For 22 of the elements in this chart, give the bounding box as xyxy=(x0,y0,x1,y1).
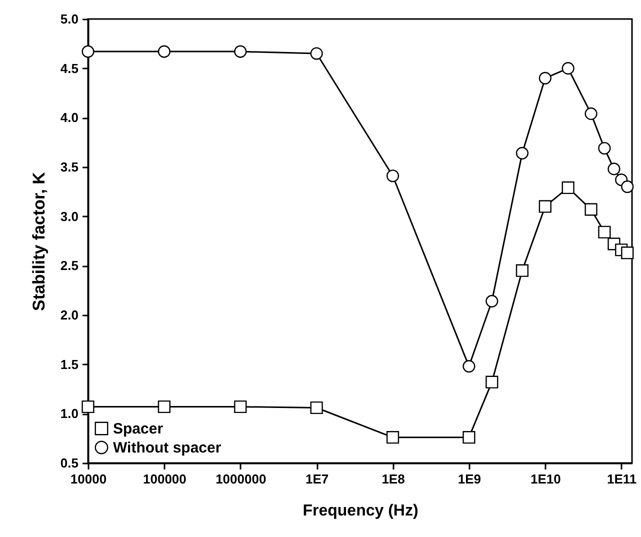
y-axis-title: Stability factor, K xyxy=(29,171,48,311)
y-tick-label: 3.5 xyxy=(60,160,78,174)
y-tick-label: 1.5 xyxy=(60,356,78,372)
y-tick-label: 3.0 xyxy=(60,208,78,224)
y-tick-label: 2.5 xyxy=(60,258,78,274)
x-tick-label: 1E7 xyxy=(306,472,329,486)
y-tick-label: 1.0 xyxy=(60,406,78,422)
x-tick-label: 100000 xyxy=(142,472,186,486)
y-tick-label: 4.0 xyxy=(60,110,78,126)
y-tick-label: 5.0 xyxy=(60,12,78,26)
x-axis-title: Frequency (Hz) xyxy=(302,502,418,520)
x-tick-label: 1000000 xyxy=(216,472,266,486)
y-tick-label: 0.5 xyxy=(60,456,78,470)
legend-label: Spacer xyxy=(113,420,164,438)
x-tick-label: 1E9 xyxy=(458,472,482,486)
x-tick-label: 1E8 xyxy=(382,472,405,486)
y-tick-label: 4.5 xyxy=(60,60,78,76)
x-tick-label: 1E10 xyxy=(530,472,561,486)
legend-label: Without spacer xyxy=(113,440,222,456)
x-tick-label: 10000 xyxy=(70,472,107,486)
x-tick-label: 1E11 xyxy=(607,472,637,486)
y-tick-label: 2.0 xyxy=(60,308,78,322)
